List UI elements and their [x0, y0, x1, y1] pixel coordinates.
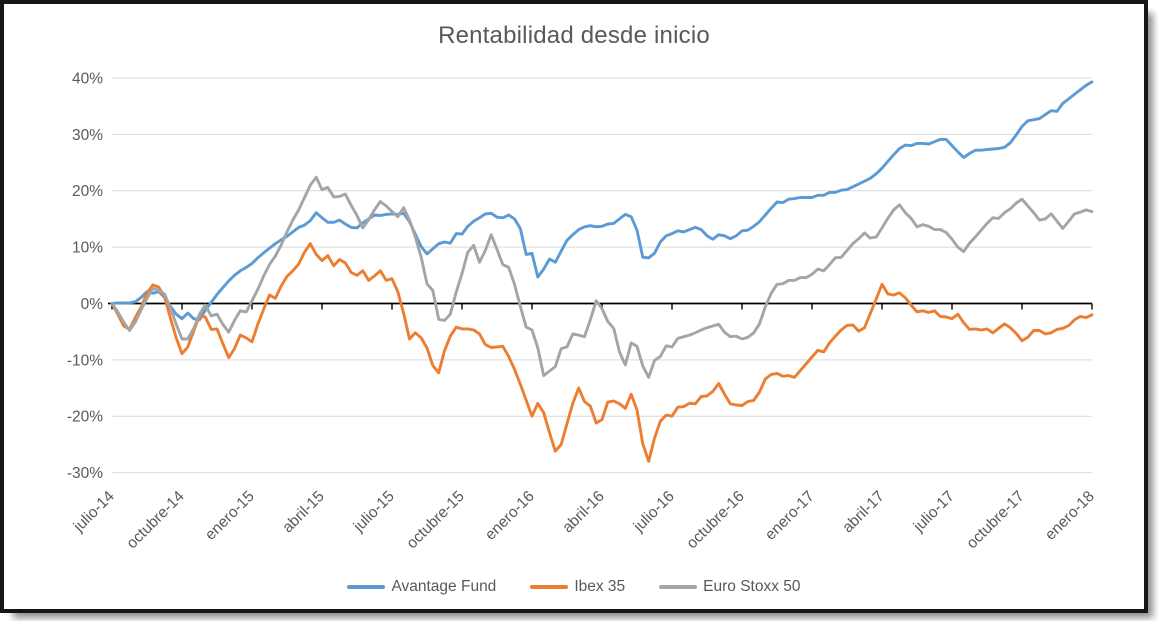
series-line-euro-stoxx-50 [110, 175, 1094, 379]
legend-label: Euro Stoxx 50 [703, 578, 801, 595]
legend-label: Ibex 35 [574, 578, 626, 595]
y-axis-label: -10% [67, 352, 103, 369]
y-axis-label: 20% [72, 183, 103, 200]
x-axis-label: enero-18 [1042, 488, 1098, 544]
legend-item-ibex-35: Ibex 35 [530, 578, 625, 596]
y-axis-label: -20% [67, 409, 103, 426]
legend-line-swatch-avantage-fund [347, 585, 386, 589]
series-line-avantage-fund [110, 80, 1094, 322]
chart-legend: Avantage Fund Ibex 35 Euro Stoxx 50 [0, 578, 1148, 596]
y-axis-label: 10% [72, 240, 103, 257]
y-axis-label: -30% [67, 465, 103, 482]
legend-line-swatch-ibex-35 [530, 585, 569, 589]
x-axis-label: octubre-14 [123, 488, 188, 553]
x-axis-label: enero-15 [202, 488, 258, 544]
x-axis-label: julio-15 [350, 488, 398, 536]
x-axis-label: octubre-17 [963, 488, 1027, 552]
x-axis-label: abril-15 [279, 488, 328, 537]
x-axis-label: julio-16 [630, 488, 678, 536]
x-axis-label: julio-14 [70, 488, 118, 536]
y-axis-label: 30% [72, 127, 103, 144]
y-axis-label: 0% [81, 296, 104, 313]
legend-line-swatch-euro-stoxx-50 [659, 585, 698, 589]
x-axis-label: enero-17 [762, 488, 818, 544]
x-axis-label: octubre-15 [403, 488, 467, 552]
legend-item-avantage-fund: Avantage Fund [347, 578, 496, 596]
x-axis-label: abril-16 [559, 488, 608, 537]
chart-title: Rentabilidad desde inicio [438, 22, 710, 49]
series-line-ibex-35 [110, 242, 1094, 463]
x-axis-label: abril-17 [839, 488, 888, 537]
x-axis-label: octubre-16 [683, 488, 747, 552]
legend-label: Avantage Fund [391, 578, 497, 595]
legend-item-euro-stoxx-50: Euro Stoxx 50 [659, 578, 801, 596]
chart-border-frame [0, 0, 1148, 613]
x-axis-label: enero-16 [482, 488, 538, 544]
y-axis-label: 40% [72, 71, 103, 88]
x-axis-label: julio-17 [910, 488, 958, 536]
